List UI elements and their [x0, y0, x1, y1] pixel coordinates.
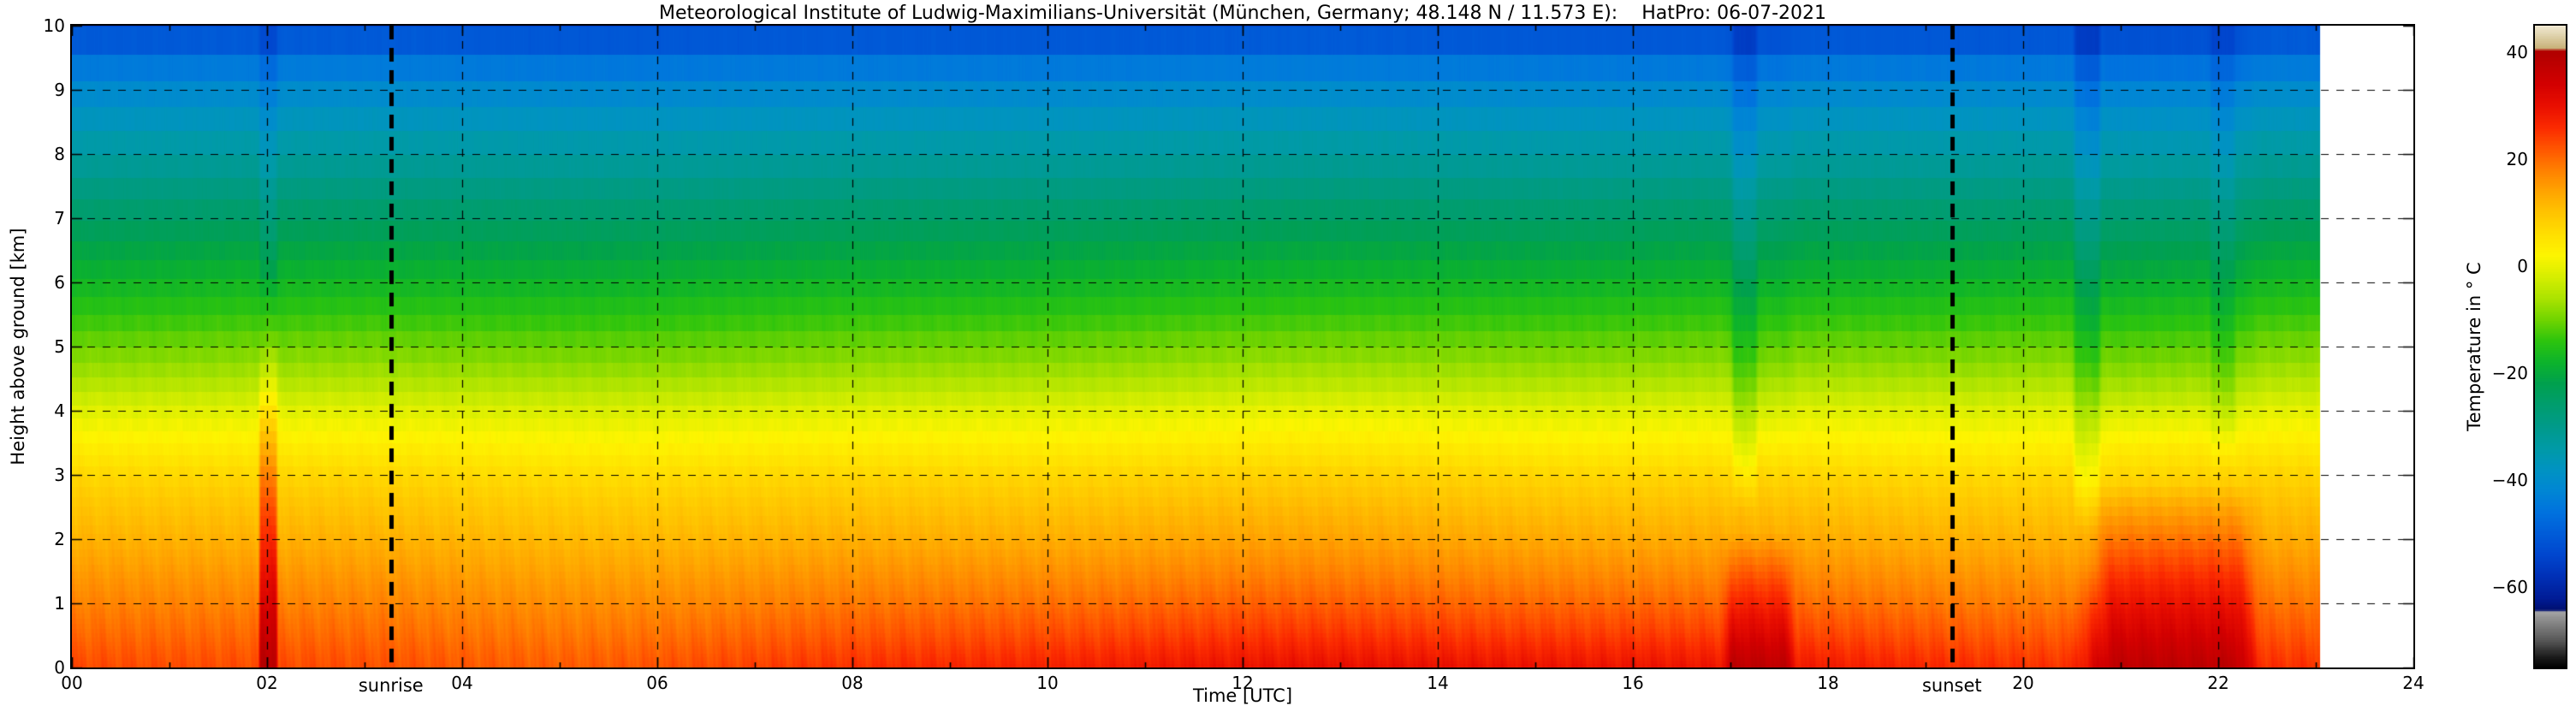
y-tick-label: 7	[54, 208, 65, 228]
colorbar-canvas	[2535, 26, 2566, 667]
x-tick-label: 12	[1232, 673, 1254, 693]
x-tick-label: 24	[2402, 673, 2425, 693]
x-tick-label: 18	[1817, 673, 1839, 693]
colorbar-tick-label: 40	[2506, 42, 2528, 63]
x-tick-label: 10	[1036, 673, 1059, 693]
y-tick-label: 0	[54, 657, 65, 678]
x-tick-label: 02	[256, 673, 278, 693]
x-tick-label: 22	[2207, 673, 2229, 693]
grid-overlay-canvas	[72, 26, 2413, 667]
colorbar-label: Temperature in ° C	[2464, 262, 2484, 431]
colorbar-tick-label: −40	[2491, 470, 2528, 491]
chart-title: Meteorological Institute of Ludwig-Maxim…	[658, 3, 1827, 24]
colorbar-tick-label: 0	[2517, 256, 2528, 277]
sunset-annotation: sunset	[1921, 675, 1982, 696]
y-tick-label: 6	[54, 272, 65, 293]
y-tick-label: 3	[54, 465, 65, 485]
x-tick-label: 00	[61, 673, 83, 693]
y-tick-label: 8	[54, 144, 65, 164]
colorbar	[2533, 24, 2567, 669]
y-tick-label: 4	[54, 400, 65, 421]
x-tick-label: 08	[841, 673, 864, 693]
x-axis-label: Time [UTC]	[1192, 685, 1293, 706]
y-tick-label: 1	[54, 593, 65, 614]
y-tick-label: 9	[54, 80, 65, 100]
x-tick-label: 04	[451, 673, 473, 693]
x-tick-label: 14	[1427, 673, 1449, 693]
heatmap-plot-area	[70, 24, 2415, 669]
y-tick-label: 5	[54, 336, 65, 357]
y-tick-label: 10	[43, 15, 65, 36]
sunrise-annotation: sunrise	[358, 675, 424, 696]
x-tick-label: 06	[646, 673, 668, 693]
y-tick-label: 2	[54, 529, 65, 549]
colorbar-tick-label: 20	[2506, 149, 2528, 170]
x-tick-label: 16	[1622, 673, 1644, 693]
colorbar-tick-label: −60	[2491, 577, 2528, 598]
colorbar-tick-label: −20	[2491, 363, 2528, 384]
x-tick-label: 20	[2012, 673, 2034, 693]
